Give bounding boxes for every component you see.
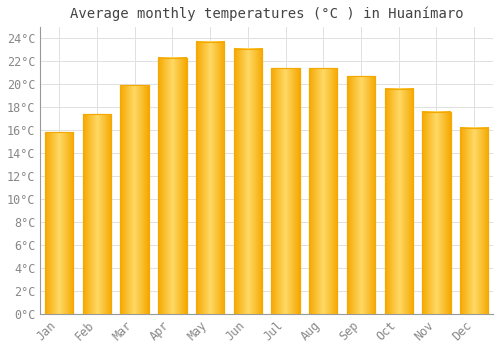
Bar xyxy=(234,49,262,314)
Bar xyxy=(384,89,413,314)
Bar xyxy=(309,68,338,314)
Bar xyxy=(460,128,488,314)
Bar xyxy=(45,132,74,314)
Bar xyxy=(347,76,375,314)
Bar xyxy=(83,114,111,314)
Bar xyxy=(272,68,299,314)
Bar xyxy=(347,76,375,314)
Bar xyxy=(83,114,111,314)
Bar xyxy=(422,112,450,314)
Bar xyxy=(234,49,262,314)
Bar xyxy=(158,58,186,314)
Bar xyxy=(120,85,149,314)
Bar xyxy=(120,85,149,314)
Bar xyxy=(272,68,299,314)
Bar xyxy=(196,42,224,314)
Bar xyxy=(45,132,74,314)
Bar xyxy=(460,128,488,314)
Bar xyxy=(384,89,413,314)
Bar xyxy=(422,112,450,314)
Bar xyxy=(158,58,186,314)
Title: Average monthly temperatures (°C ) in Huanímaro: Average monthly temperatures (°C ) in Hu… xyxy=(70,7,464,21)
Bar xyxy=(309,68,338,314)
Bar xyxy=(196,42,224,314)
